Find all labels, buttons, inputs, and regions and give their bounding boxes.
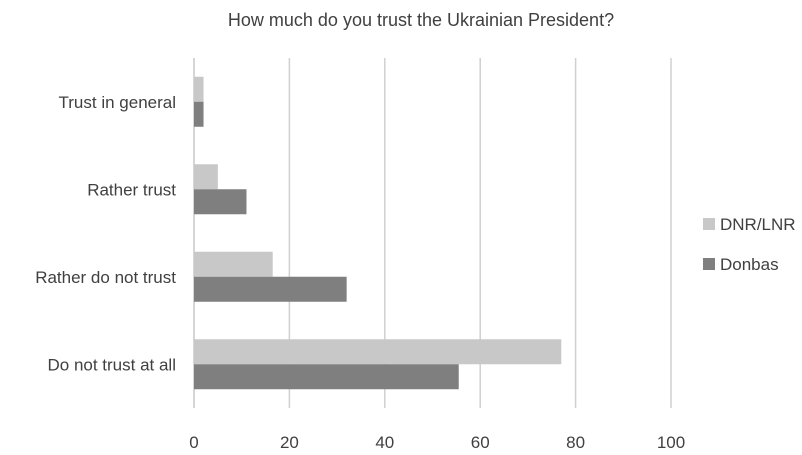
category-labels: Trust in general Rather trust Rather do no… xyxy=(35,93,176,375)
category-label: Rather do not trust xyxy=(35,268,176,287)
bar-dnr-lnr-0 xyxy=(194,76,204,102)
x-tick-label: 0 xyxy=(189,433,198,450)
bar-donbas-3 xyxy=(194,364,459,390)
legend-label: DNR/LNR xyxy=(720,215,796,234)
x-tick-label: 100 xyxy=(657,433,685,450)
legend-swatch xyxy=(703,258,715,270)
legend-label: Donbas xyxy=(720,255,779,274)
x-tick-labels: 0 20 40 60 80 100 xyxy=(189,433,685,452)
bar-donbas-1 xyxy=(194,189,247,215)
bar-donbas-0 xyxy=(194,101,204,127)
x-tick-label: 60 xyxy=(471,433,490,450)
bar-dnr-lnr-2 xyxy=(194,251,273,277)
legend: DNR/LNR Donbas xyxy=(703,215,796,274)
bar-dnr-lnr-1 xyxy=(194,164,218,190)
category-label: Rather trust xyxy=(87,180,176,199)
x-tick-label: 20 xyxy=(280,433,299,450)
bars xyxy=(194,76,562,390)
category-label: Trust in general xyxy=(59,93,176,112)
bar-donbas-2 xyxy=(194,276,347,302)
category-label: Do not trust at all xyxy=(47,355,176,374)
chart-title: How much do you trust the Ukrainian Pres… xyxy=(228,10,614,30)
x-tick-label: 80 xyxy=(566,433,585,450)
bar-dnr-lnr-3 xyxy=(194,339,562,365)
legend-swatch xyxy=(703,218,715,230)
x-tick-label: 40 xyxy=(375,433,394,450)
